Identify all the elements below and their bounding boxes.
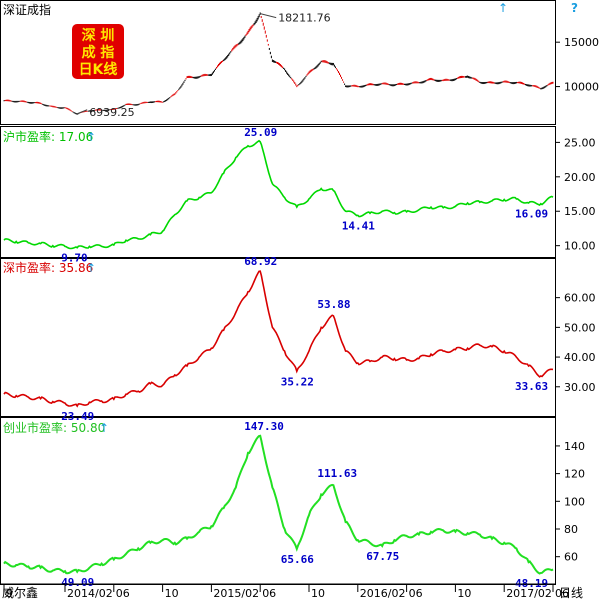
data-label: 18211.76 xyxy=(278,12,331,25)
panel-sh-pe: 沪市盈率: 17.06 ↑ 10.00 15.00 20.00 25.00 25.09… xyxy=(3,126,596,265)
data-label: 9.70 xyxy=(61,252,87,265)
data-label: 111.63 xyxy=(317,467,357,480)
x-tick-label: 10 xyxy=(311,587,325,600)
panel-frame-szci xyxy=(0,0,556,125)
y-tick-label: 25.00 xyxy=(564,136,596,149)
panel-frame-sh-pe xyxy=(0,126,556,258)
x-tick-label: 06 xyxy=(262,587,276,600)
y-tick-label: 120 xyxy=(564,468,585,481)
x-tick-label: 2014/02 xyxy=(67,587,113,600)
timeframe-label[interactable]: 日线 xyxy=(559,586,583,600)
badge-line-2: 成 指 xyxy=(82,44,115,61)
y-axis-sh-pe: 10.00 15.00 20.00 25.00 xyxy=(555,136,596,253)
annotation-leader xyxy=(77,109,88,115)
panel-frames xyxy=(0,0,556,585)
data-label: 147.30 xyxy=(244,420,284,433)
x-tick-label: 06 xyxy=(116,587,130,600)
series-line-sz-pe xyxy=(3,270,554,408)
y-tick-label: 15000 xyxy=(564,36,599,49)
y-tick-label: 60.00 xyxy=(564,292,596,305)
data-label: 53.88 xyxy=(317,298,350,311)
panel-chinext-pe: 创业市盈率: 50.80 ↑ 60 80 100 120 140 147.30 49.09… xyxy=(3,420,585,590)
series-line-sh-pe xyxy=(3,139,554,250)
data-label: 25.09 xyxy=(244,126,277,139)
y-tick-label: 50.00 xyxy=(564,321,596,334)
y-axis-szci: 10000 15000 xyxy=(555,36,599,94)
data-label: 68.92 xyxy=(244,255,277,268)
data-label: 35.22 xyxy=(281,375,314,388)
x-tick-label: 2017/02 xyxy=(506,587,552,600)
annotations-szci: 18211.76 6939.25 xyxy=(77,12,331,119)
badge: 深 圳 成 指 日K线 xyxy=(72,24,124,79)
x-tick-label: 06 xyxy=(555,587,569,600)
x-tick-label: 2016/02 xyxy=(360,587,406,600)
y-tick-label: 100 xyxy=(564,495,585,508)
panel-frame-sz-pe xyxy=(0,258,556,417)
up-arrow-icon[interactable]: ↑ xyxy=(498,1,508,15)
y-tick-label: 10000 xyxy=(564,81,599,94)
annotation-leader xyxy=(260,13,277,19)
up-arrow-icon: ↑ xyxy=(86,261,96,275)
x-tick-label: 2015/02 xyxy=(213,587,259,600)
y-tick-label: 10.00 xyxy=(564,240,596,253)
data-label: 49.09 xyxy=(61,576,94,589)
panel-szci: 深证成指 ↑ ? 10000 15000 18211.76 6939.25 深 圳 … xyxy=(3,1,599,119)
x-tick-label: 10 xyxy=(165,587,179,600)
y-tick-label: 40.00 xyxy=(564,351,596,364)
up-arrow-icon: ↑ xyxy=(86,130,96,144)
panel-frame-chinext-pe xyxy=(0,417,556,585)
annotations-sh-pe: 25.09 9.70 14.41 16.09 xyxy=(61,126,548,265)
data-label: 23.49 xyxy=(61,410,94,423)
data-label: 14.41 xyxy=(342,219,375,232)
series-line-chinext-pe xyxy=(3,434,554,575)
y-tick-label: 80 xyxy=(564,523,578,536)
footer-brand: 威尔鑫 xyxy=(2,585,38,600)
data-label: 65.66 xyxy=(281,553,314,566)
x-tick-label: 9 xyxy=(6,587,13,600)
badge-line-1: 深 圳 xyxy=(82,27,115,44)
candlestick-series xyxy=(3,12,554,115)
y-tick-label: 20.00 xyxy=(564,171,596,184)
annotations-sz-pe: 68.92 23.49 35.22 53.88 33.63 xyxy=(61,255,548,423)
up-arrow-icon: ↑ xyxy=(99,421,109,435)
data-label: 6939.25 xyxy=(89,106,135,119)
y-tick-label: 15.00 xyxy=(564,205,596,218)
help-icon[interactable]: ? xyxy=(571,1,578,15)
panel-title-sh-pe: 沪市盈率: 17.06 xyxy=(3,129,93,144)
y-tick-label: 140 xyxy=(564,440,585,453)
x-tick-label: 06 xyxy=(409,587,423,600)
panel-title-chinext-pe: 创业市盈率: 50.80 xyxy=(3,420,105,435)
data-label: 67.75 xyxy=(366,550,399,563)
data-label: 33.63 xyxy=(515,380,548,393)
y-axis-chinext-pe: 60 80 100 120 140 xyxy=(555,440,585,564)
badge-line-3: 日K线 xyxy=(79,61,118,78)
panel-sz-pe: 深市盈率: 35.86 ↑ 30.00 40.00 50.00 60.00 68.92… xyxy=(3,255,596,423)
panel-title-szci: 深证成指 xyxy=(3,2,51,17)
y-tick-label: 30.00 xyxy=(564,381,596,394)
x-axis: 9 2014/02 06 10 2015/02 06 10 2016/02 06 10 2017/0… xyxy=(0,583,569,600)
y-tick-label: 60 xyxy=(564,551,578,564)
panel-title-sz-pe: 深市盈率: 35.86 xyxy=(3,260,93,275)
y-axis-sz-pe: 30.00 40.00 50.00 60.00 xyxy=(555,292,596,394)
x-tick-label: 10 xyxy=(457,587,471,600)
data-label: 16.09 xyxy=(515,208,548,221)
badge-background xyxy=(72,24,124,79)
